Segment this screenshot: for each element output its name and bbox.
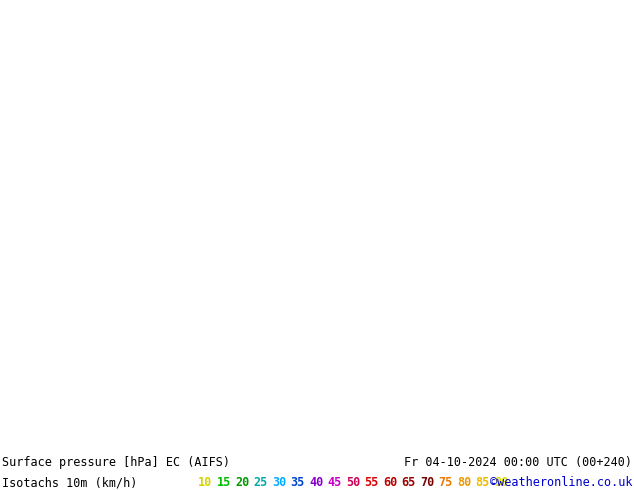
- Text: 10: 10: [198, 476, 212, 489]
- Text: 20: 20: [235, 476, 249, 489]
- Text: 90: 90: [494, 476, 508, 489]
- Text: 35: 35: [290, 476, 305, 489]
- Text: 65: 65: [401, 476, 416, 489]
- Text: 80: 80: [457, 476, 471, 489]
- Text: Isotachs 10m (km/h): Isotachs 10m (km/h): [2, 476, 138, 489]
- Text: 45: 45: [328, 476, 342, 489]
- Text: 40: 40: [309, 476, 323, 489]
- Text: 75: 75: [439, 476, 453, 489]
- Text: 60: 60: [383, 476, 398, 489]
- Text: 30: 30: [272, 476, 286, 489]
- Text: 85: 85: [476, 476, 489, 489]
- Text: ©weatheronline.co.uk: ©weatheronline.co.uk: [489, 476, 632, 489]
- Text: 15: 15: [216, 476, 231, 489]
- Text: 70: 70: [420, 476, 434, 489]
- Text: 50: 50: [346, 476, 360, 489]
- Text: 55: 55: [365, 476, 378, 489]
- Text: Fr 04-10-2024 00:00 UTC (00+240): Fr 04-10-2024 00:00 UTC (00+240): [404, 456, 632, 469]
- Text: 25: 25: [254, 476, 268, 489]
- Text: Surface pressure [hPa] EC (AIFS): Surface pressure [hPa] EC (AIFS): [2, 456, 230, 469]
